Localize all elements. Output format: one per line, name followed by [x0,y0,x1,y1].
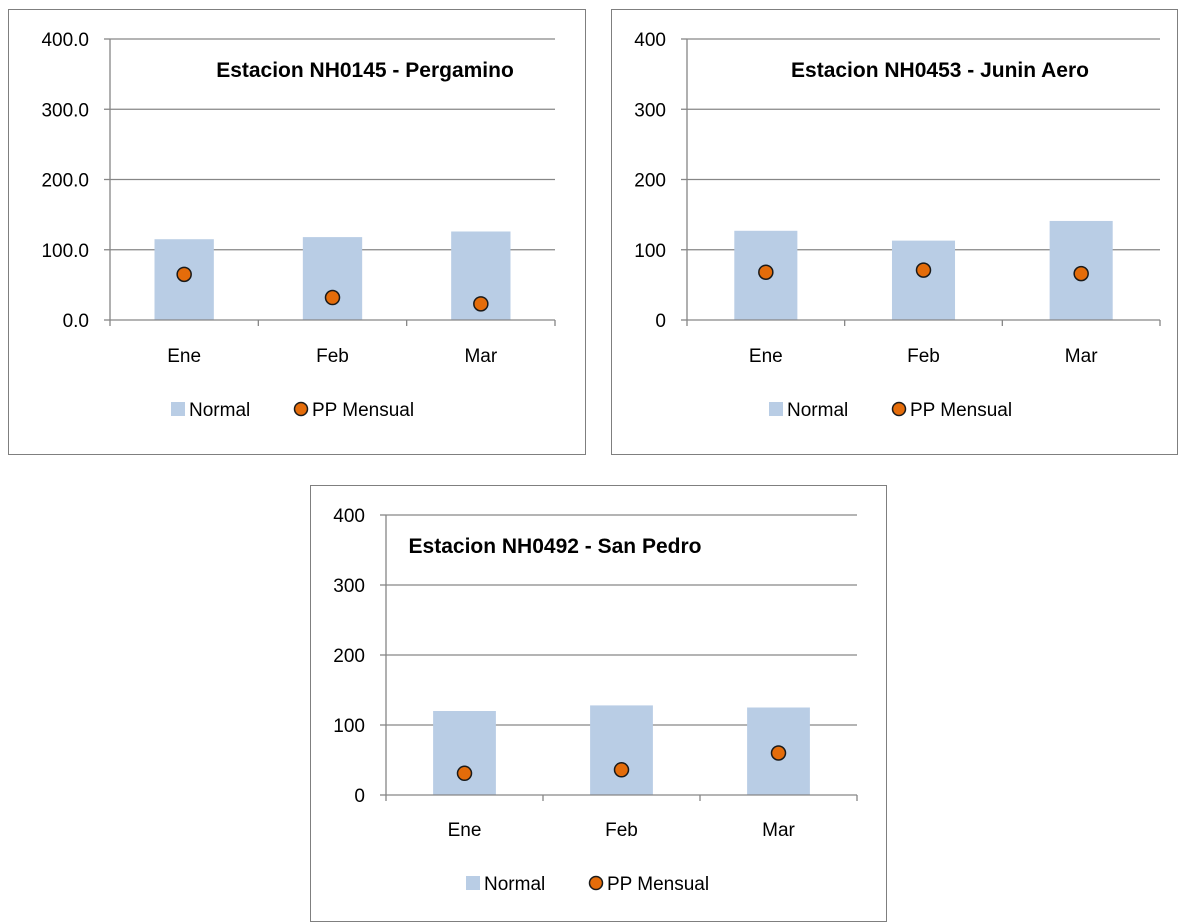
y-tick-label: 400 [634,30,666,51]
y-tick-label: 300 [333,576,365,597]
chart-title: Estacion NH0453 - Junin Aero [791,59,1089,82]
point-pp-mensual-ene [758,264,774,280]
point-pp-mensual-ene [176,266,192,283]
x-tick-label-feb: Feb [605,820,638,841]
chart-panel-junin-aero: 0 100 200 300 400 Ene Feb Mar Estacion NH0453 - … [611,9,1178,455]
y-tick-label: 200.0 [41,171,89,192]
point-pp-mensual-mar [473,296,489,312]
bar-normal-feb [590,705,653,795]
point-pp-mensual-ene [456,765,473,782]
x-tick-label-mar: Mar [464,346,497,367]
legend-label-pp-mensual: PP Mensual [607,874,709,895]
y-tick-label: 100 [333,716,365,737]
legend-label-normal: Normal [484,874,545,895]
bar-normal-ene [433,711,496,795]
y-tick-label: 200 [634,171,666,192]
y-tick-label: 100 [634,241,666,262]
x-tick-label-mar: Mar [1065,346,1098,367]
chart-title: Estacion NH0492 - San Pedro [409,535,702,558]
y-tick-label: 100.0 [41,241,89,262]
legend-label-normal: Normal [787,400,848,421]
chart-panel-san-pedro: 0 100 200 300 400 Ene Feb Mar Estacion NH0492 - … [310,485,887,922]
y-tick-label: 400 [333,506,365,527]
y-tick-label: 0 [655,311,666,332]
legend: Normal PP Mensual [769,400,1012,421]
x-tick-label-ene: Ene [749,346,783,367]
y-tick-label: 300 [634,100,666,121]
y-tick-label: 300.0 [41,100,89,121]
legend-marker-pp-mensual [293,401,309,417]
legend-label-pp-mensual: PP Mensual [312,400,414,421]
point-pp-mensual-mar [770,745,787,761]
y-tick-label: 0.0 [63,311,89,332]
legend: Normal PP Mensual [466,874,709,895]
legend-swatch-normal [171,402,185,416]
bar-normal-feb [302,237,363,320]
x-tick-label-ene: Ene [448,820,482,841]
chart-panel-pergamino: 0.0 100.0 200.0 300.0 400.0 Ene Feb Mar Estacion… [8,9,586,455]
bar-normal-feb [891,240,956,320]
legend: Normal PP Mensual [171,400,414,421]
legend-swatch-normal [466,876,480,890]
point-pp-mensual-feb [915,262,932,278]
y-tick-label: 0 [354,786,365,807]
chart-svg-pergamino: 0.0 100.0 200.0 300.0 400.0 Ene Feb Mar Estacion… [41,30,556,421]
y-tick-label: 400.0 [41,30,89,51]
legend-marker-pp-mensual [588,875,604,891]
chart-svg-junin-aero: 0 100 200 300 400 Ene Feb Mar Estacion NH0453 - … [634,30,1161,421]
y-tick-label: 200 [333,646,365,667]
legend-label-normal: Normal [189,400,250,421]
x-tick-label-ene: Ene [167,346,201,367]
point-pp-mensual-feb [324,289,341,306]
point-pp-mensual-feb [613,762,630,778]
legend-marker-pp-mensual [891,401,907,417]
chart-title: Estacion NH0145 - Pergamino [216,59,514,82]
x-tick-label-mar: Mar [762,820,795,841]
chart-svg-san-pedro: 0 100 200 300 400 Ene Feb Mar Estacion NH0492 - … [333,506,858,895]
x-tick-label-feb: Feb [907,346,940,367]
x-tick-label-feb: Feb [316,346,349,367]
legend-swatch-normal [769,402,783,416]
point-pp-mensual-mar [1073,265,1089,282]
legend-label-pp-mensual: PP Mensual [910,400,1012,421]
